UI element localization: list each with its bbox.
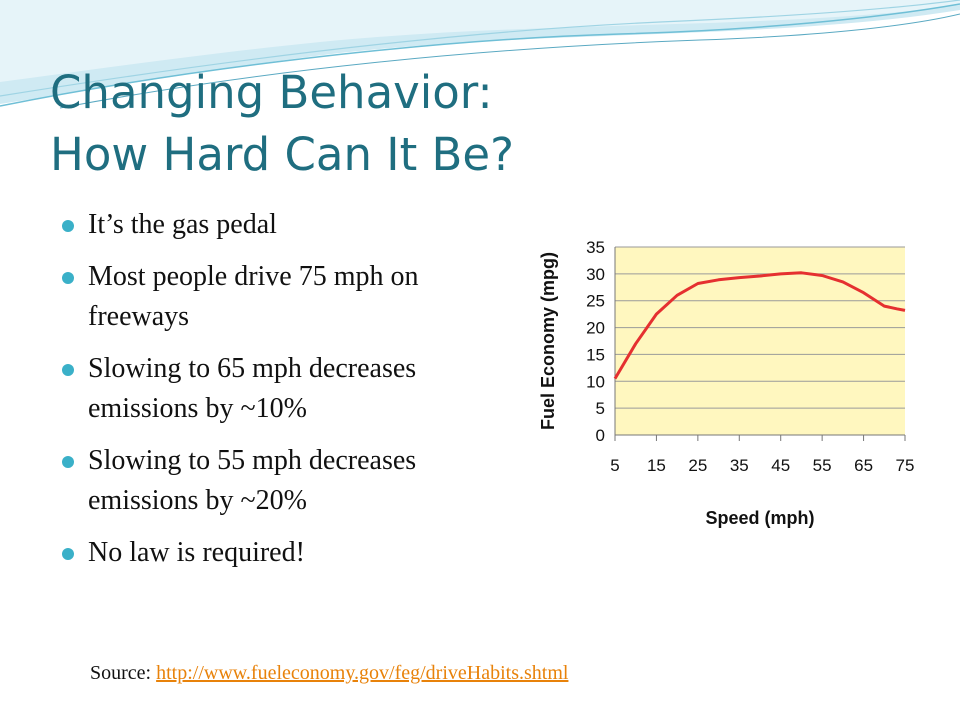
x-tick-label: 15 [647, 456, 666, 475]
bullet-text: Slowing to 65 mph decreases emissions by… [88, 353, 417, 424]
bullet-text: Slowing to 55 mph decreases emissions by… [88, 445, 417, 516]
source-line: Source: http://www.fueleconomy.gov/feg/d… [90, 662, 568, 685]
x-tick-label: 5 [610, 456, 619, 475]
x-tick-label: 65 [854, 456, 873, 475]
plot-area [615, 247, 905, 435]
x-tick-label: 35 [730, 456, 749, 475]
bullet-text: No law is required! [88, 537, 305, 568]
bullet-item: Slowing to 65 mph decreases emissions by… [62, 349, 442, 429]
bullet-item: No law is required! [62, 533, 442, 573]
bullet-item: It’s the gas pedal [62, 205, 442, 245]
bullet-icon [62, 272, 74, 284]
x-axis-title: Speed (mph) [705, 508, 814, 528]
source-link[interactable]: http://www.fueleconomy.gov/feg/driveHabi… [156, 662, 569, 684]
bullet-item: Most people drive 75 mph on freeways [62, 257, 442, 337]
bullet-icon [62, 220, 74, 232]
source-label: Source: [90, 662, 152, 684]
y-tick-label: 10 [586, 372, 605, 391]
slide-title: Changing Behavior: How Hard Can It Be? [50, 62, 514, 186]
title-line-1: Changing Behavior: [50, 66, 493, 119]
x-tick-label: 55 [813, 456, 832, 475]
bullet-item: Slowing to 55 mph decreases emissions by… [62, 441, 442, 521]
y-tick-label: 15 [586, 345, 605, 364]
y-tick-label: 35 [586, 238, 605, 257]
x-tick-label: 75 [896, 456, 915, 475]
y-tick-label: 25 [586, 292, 605, 311]
bullet-list: It’s the gas pedal Most people drive 75 … [62, 205, 442, 585]
y-axis-title: Fuel Economy (mpg) [538, 252, 558, 430]
title-line-2: How Hard Can It Be? [50, 128, 514, 181]
bullet-icon [62, 456, 74, 468]
y-tick-label: 0 [596, 426, 605, 445]
decorative-wave-header [0, 0, 960, 109]
y-tick-label: 30 [586, 265, 605, 284]
x-tick-label: 45 [771, 456, 790, 475]
x-tick-label: 25 [688, 456, 707, 475]
series-line [613, 271, 906, 380]
fuel-economy-chart: 0 5 10 15 20 25 30 35 5 15 25 35 45 55 65 75 Speed (mph)… [512, 213, 934, 543]
bullet-text: Most people drive 75 mph on freeways [88, 261, 419, 332]
y-tick-label: 20 [586, 319, 605, 338]
bullet-text: It’s the gas pedal [88, 209, 277, 240]
bullet-icon [62, 364, 74, 376]
y-tick-label: 5 [596, 399, 605, 418]
bullet-icon [62, 548, 74, 560]
